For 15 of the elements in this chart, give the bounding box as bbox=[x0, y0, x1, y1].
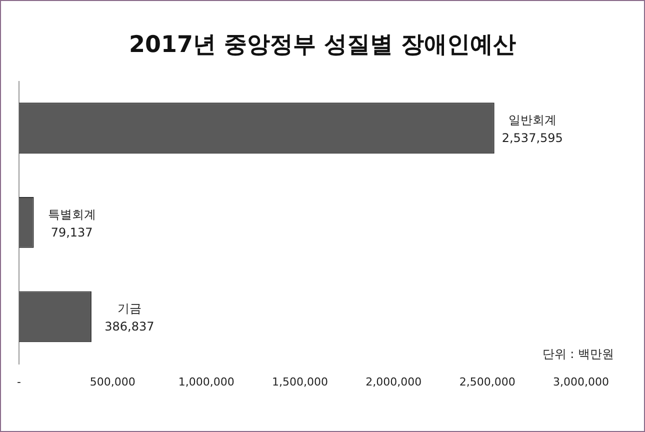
x-tick-label: - bbox=[17, 375, 22, 388]
annotation: 단위 : 백만원 bbox=[542, 346, 614, 363]
data-label: 79,137 bbox=[50, 225, 93, 240]
y-tick-label: 특별회계 bbox=[48, 207, 96, 222]
y-tick-label: 기금 bbox=[117, 302, 142, 316]
x-tick-label: 2,500,000 bbox=[459, 375, 516, 388]
x-tick-label: 1,000,000 bbox=[178, 375, 234, 388]
data-label: 2,537,595 bbox=[502, 131, 563, 146]
chart-title: 2017년 중앙정부 성질별 장애인예산 bbox=[128, 31, 518, 60]
x-tick-label: 500,000 bbox=[90, 375, 136, 388]
data-label: 386,837 bbox=[104, 320, 154, 334]
x-tick-label: 2,000,000 bbox=[366, 375, 422, 388]
x-tick-label: 3,000,000 bbox=[553, 375, 609, 388]
x-tick-label: 1,500,000 bbox=[272, 375, 328, 388]
y-tick-label: 일반회계 bbox=[508, 113, 556, 128]
